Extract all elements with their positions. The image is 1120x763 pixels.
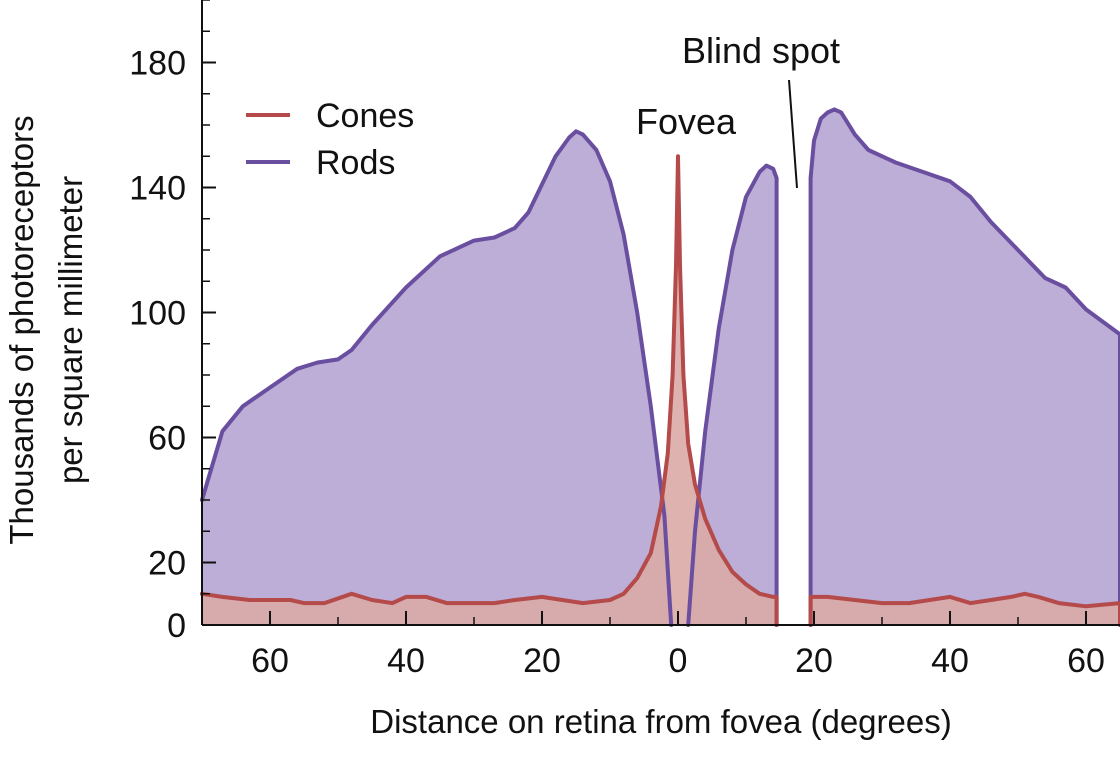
rods-area-segment-2 [810, 109, 1120, 625]
labels: 60 40 20 0 20 40 60 0 20 60 100 140 180 Distance on r… [3, 30, 1105, 740]
y-tick-label: 140 [129, 170, 186, 208]
cones-line-segment-1 [808, 591, 1120, 627]
x-tick-label: 20 [795, 642, 833, 680]
cones-area-segment-1 [810, 593, 1120, 625]
x-axis-title: Distance on retina from fovea (degrees) [370, 703, 951, 740]
rods-line-segment-0 [200, 129, 674, 627]
x-tick-label: 40 [387, 642, 425, 680]
legend: Cones Rods [246, 97, 414, 182]
cones-line-segment-0 [200, 154, 779, 627]
x-tick-label: 60 [1067, 642, 1105, 680]
y-tick-label: 60 [148, 420, 186, 458]
cones-area-segment-0 [202, 156, 777, 626]
rods-line-segment-2 [808, 107, 1120, 627]
y-axis-title: Thousands of photoreceptors per square mi… [3, 115, 89, 544]
y-tick-label: 180 [129, 45, 186, 83]
x-tick-label: 40 [931, 642, 969, 680]
y-axis-title-line-1: Thousands of photoreceptors [3, 115, 40, 544]
x-tick-label: 60 [251, 642, 289, 680]
y-tick-label: 20 [148, 545, 186, 583]
y-tick-label: 0 [167, 607, 186, 645]
rods-legend-label: Rods [316, 144, 395, 182]
cones-legend-label: Cones [316, 97, 414, 135]
x-tick-label: 20 [523, 642, 561, 680]
y-tick-label: 100 [129, 295, 186, 333]
rods-line-segment-1 [686, 163, 779, 627]
rods-area-segment-0 [202, 131, 672, 626]
plot-area [200, 107, 1120, 627]
rods-area-segment-1 [688, 165, 777, 625]
blind-spot-annotation: Blind spot [682, 30, 840, 71]
fovea-annotation: Fovea [636, 101, 737, 142]
blind-spot-pointer [788, 79, 798, 189]
y-axis-title-line-2: per square millimeter [52, 176, 89, 484]
x-tick-label: 0 [669, 642, 688, 680]
axes [201, 0, 1120, 626]
